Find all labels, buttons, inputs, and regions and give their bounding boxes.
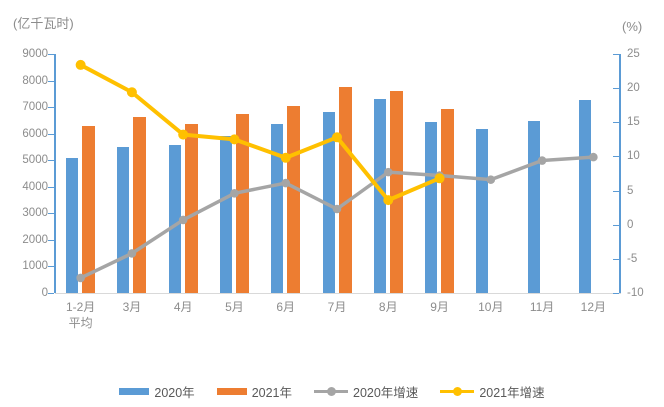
right-axis-tick <box>613 156 619 158</box>
left-axis-tick <box>48 186 54 188</box>
bar-2020年 <box>271 124 284 293</box>
left-axis-tick-label: 7000 <box>22 101 48 114</box>
left-axis-tick-label: 9000 <box>22 48 48 60</box>
legend-label: 2020年 <box>154 386 195 400</box>
right-axis-tick-label: -10 <box>627 287 644 299</box>
left-axis-line <box>54 54 56 293</box>
left-axis-tick-label: 8000 <box>22 74 48 87</box>
x-axis-label: 7月 <box>327 300 347 314</box>
left-axis-tick <box>48 80 54 82</box>
left-axis-tick-label: 5000 <box>22 154 48 167</box>
line-marker-2021年增速 <box>126 87 137 98</box>
bar-2020年 <box>425 121 438 293</box>
x-axis-label: 8月 <box>378 300 398 314</box>
right-axis-tick <box>613 190 619 192</box>
right-axis-tick-label: 15 <box>627 116 640 129</box>
right-axis-tick <box>613 293 619 294</box>
x-axis-label: 10月 <box>478 300 504 314</box>
left-axis-tick <box>48 293 54 294</box>
left-axis-tick <box>48 160 54 162</box>
bar-2021年 <box>441 108 455 293</box>
bar-2021年 <box>133 116 147 293</box>
line-marker-2021年增速 <box>75 59 86 70</box>
left-axis-tick-label: 6000 <box>22 127 48 140</box>
legend-line-swatch <box>314 386 348 397</box>
x-axis-label: 11月 <box>529 300 555 314</box>
x-axis-label: 9月 <box>430 300 449 314</box>
legend-label: 2020年增速 <box>353 386 419 400</box>
legend-item-2021年增速: 2021年增速 <box>440 382 545 401</box>
growth-line-2020年增速 <box>78 155 596 280</box>
bar-2020年 <box>117 147 130 293</box>
legend-line-dot <box>326 387 336 396</box>
left-axis-unit-label: (亿千瓦时) <box>13 16 74 31</box>
bar-2021年 <box>338 86 352 293</box>
legend-bar-swatch <box>216 388 247 395</box>
legend-line-dot <box>452 387 462 396</box>
bar-2021年 <box>184 124 198 293</box>
right-axis-tick <box>613 88 619 90</box>
right-axis-tick-label: 10 <box>627 150 640 163</box>
x-axis-label: 5月 <box>225 300 244 314</box>
right-axis-tick <box>613 224 619 226</box>
legend-line-swatch <box>440 386 475 397</box>
legend-item-2021年: 2021年 <box>216 382 292 401</box>
legend-bar-swatch <box>119 388 150 395</box>
legend: 2020年 2021年 2020年增速 2021年增速 <box>0 382 664 401</box>
right-axis-tick <box>613 258 619 260</box>
bar-2020年 <box>322 111 335 293</box>
left-axis-tick <box>48 239 54 241</box>
right-axis-tick-label: 20 <box>627 82 640 95</box>
right-axis-tick-label: 5 <box>627 184 634 197</box>
bar-2020年 <box>476 129 489 293</box>
right-axis-unit-label: (%) <box>622 19 643 34</box>
left-axis-tick-label: 0 <box>41 287 48 299</box>
x-axis-label: 6月 <box>276 300 296 314</box>
right-axis-line <box>619 54 621 293</box>
right-axis-tick <box>613 122 619 124</box>
left-axis-tick-label: 1000 <box>22 260 48 273</box>
bar-2020年 <box>527 121 540 293</box>
left-axis-tick <box>48 213 54 215</box>
bar-2020年 <box>219 135 232 293</box>
right-axis-tick <box>613 54 619 55</box>
left-axis-tick <box>48 54 54 55</box>
right-axis-tick-label: 25 <box>627 48 640 60</box>
left-axis-tick-label: 2000 <box>22 233 48 246</box>
right-axis-tick-label: -5 <box>627 252 638 265</box>
x-axis-label: 4月 <box>173 300 193 314</box>
bar-2020年 <box>578 99 591 293</box>
right-axis-tick-label: 0 <box>627 218 634 231</box>
x-axis-label: 12月 <box>580 300 607 314</box>
left-axis-tick <box>48 107 54 109</box>
legend-item-2020年: 2020年 <box>119 382 195 401</box>
bar-2020年 <box>66 157 79 293</box>
bar-2021年 <box>82 125 96 293</box>
left-axis-tick-label: 4000 <box>22 180 48 193</box>
legend-label: 2021年 <box>251 386 292 400</box>
left-axis-tick <box>48 266 54 268</box>
bar-2021年 <box>287 106 301 293</box>
x-axis-label: 3月 <box>122 300 142 314</box>
bar-2020年 <box>373 99 386 293</box>
x-axis-label: 1-2月 平均 <box>65 300 96 330</box>
legend-label: 2021年增速 <box>479 386 545 400</box>
left-axis-tick-label: 3000 <box>22 207 48 220</box>
bar-2021年 <box>389 90 403 293</box>
left-axis-tick <box>48 133 54 135</box>
legend-item-2020年增速: 2020年增速 <box>314 382 418 401</box>
bar-2021年 <box>235 114 249 293</box>
bar-2020年 <box>168 145 181 293</box>
x-axis-line <box>55 293 621 294</box>
